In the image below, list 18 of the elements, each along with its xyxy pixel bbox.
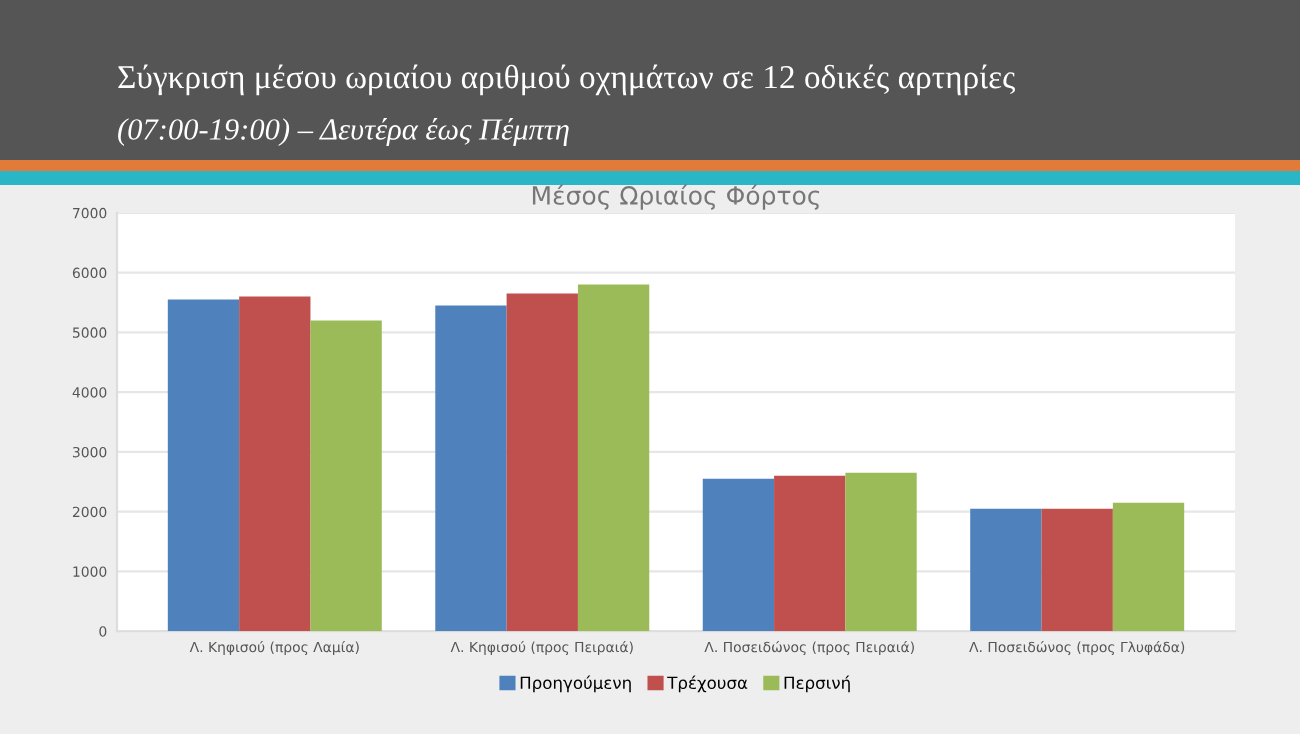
bar xyxy=(167,299,240,632)
legend-label: Περσινή xyxy=(784,675,850,693)
bar xyxy=(1112,502,1185,632)
bar xyxy=(1041,508,1113,632)
bar xyxy=(435,305,507,632)
bar xyxy=(310,320,382,632)
bar xyxy=(774,475,846,632)
bar xyxy=(970,508,1042,632)
legend-label: Τρέχουσα xyxy=(667,675,748,693)
bar xyxy=(702,478,775,632)
bar xyxy=(845,472,917,632)
bar xyxy=(577,284,650,632)
chart-title: Σύγκριση μέσου ωριαίου αριθμού οχημάτων σε 12 οδικές αρτηρίες xyxy=(118,64,1015,96)
chart-subtitle: (07:00-19:00) – Δευτέρα έως Πέμπτη xyxy=(118,117,569,146)
bar xyxy=(506,293,578,632)
bar xyxy=(239,296,311,632)
legend-label: Προηγούμενη xyxy=(520,675,631,693)
text: Μέσος Ωριαίος Φόρτος xyxy=(532,184,820,210)
